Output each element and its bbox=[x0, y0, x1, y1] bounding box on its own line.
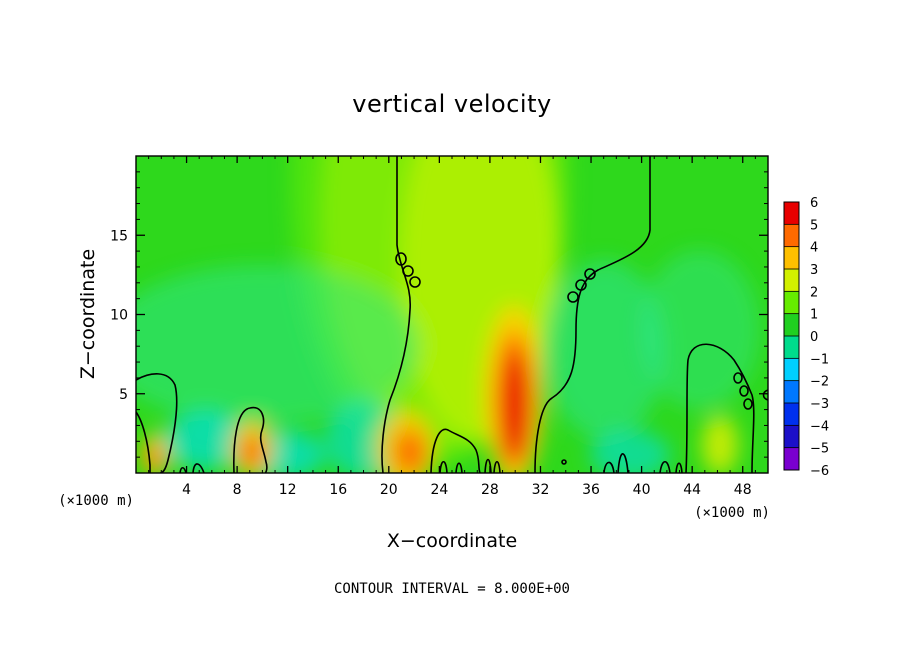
x-tick-label: 12 bbox=[279, 482, 297, 498]
contour-line bbox=[739, 385, 749, 397]
y-tick-label: 15 bbox=[110, 228, 128, 244]
colorbar-segment bbox=[784, 425, 799, 448]
colorbar-segment bbox=[784, 269, 799, 292]
x-tick-label: 48 bbox=[734, 482, 752, 498]
contour-interval-note: CONTOUR INTERVAL = 8.000E+00 bbox=[334, 581, 570, 597]
contour-line bbox=[567, 291, 579, 303]
colorbar-segment bbox=[784, 246, 799, 269]
contour-line bbox=[409, 276, 421, 288]
shading-blob bbox=[136, 265, 420, 425]
colorbar-segment bbox=[784, 313, 799, 336]
colorbar-label: 5 bbox=[810, 218, 818, 233]
y-axis-label: Z−coordinate bbox=[77, 249, 99, 379]
contour-line bbox=[733, 372, 743, 384]
x-tick-label: 16 bbox=[329, 482, 347, 498]
shading-blob bbox=[240, 436, 264, 468]
shading-blob bbox=[702, 415, 738, 473]
shading-blob bbox=[502, 350, 528, 460]
x-tick-label: 44 bbox=[683, 482, 701, 498]
colorbar-segment bbox=[784, 358, 799, 381]
colorbar-label: −4 bbox=[810, 419, 829, 434]
colorbar-label: 1 bbox=[810, 308, 818, 323]
contour-line bbox=[136, 373, 178, 473]
x-tick-label: 4 bbox=[182, 482, 191, 498]
contour-line bbox=[136, 411, 151, 473]
colorbar-segment bbox=[784, 380, 799, 403]
contour-line bbox=[584, 268, 596, 280]
x-tick-label: 20 bbox=[380, 482, 398, 498]
colorbar-label: −2 bbox=[810, 375, 829, 390]
shading-blob bbox=[165, 410, 245, 470]
contour-line bbox=[685, 343, 755, 473]
y-tick-label: 5 bbox=[119, 387, 128, 403]
contour-line bbox=[561, 459, 567, 465]
colorbar-segment bbox=[784, 447, 799, 470]
shading-blob bbox=[545, 260, 665, 440]
shading-blob bbox=[640, 250, 760, 410]
contour-line bbox=[534, 156, 651, 473]
colorbar-label: 4 bbox=[810, 241, 818, 256]
x-tick-label: 36 bbox=[582, 482, 600, 498]
contour-line bbox=[762, 389, 768, 401]
contour-line bbox=[430, 428, 481, 473]
contour-line bbox=[233, 406, 268, 473]
colorbar-label: −3 bbox=[810, 397, 829, 412]
colorbar-label: 2 bbox=[810, 285, 818, 300]
x-tick-label: 40 bbox=[633, 482, 651, 498]
colorbar-label: −5 bbox=[810, 442, 829, 457]
colorbar-segment bbox=[784, 336, 799, 359]
x-unit-label-right: (×1000 m) bbox=[694, 505, 770, 521]
shading-blob bbox=[147, 446, 163, 470]
x-tick-label: 8 bbox=[233, 482, 242, 498]
colorbar-segment bbox=[784, 291, 799, 314]
x-tick-label: 24 bbox=[430, 482, 448, 498]
contour-line bbox=[179, 453, 683, 473]
shading-blob bbox=[394, 430, 426, 473]
contour-line bbox=[395, 252, 407, 266]
colorbar-label: −1 bbox=[810, 352, 829, 367]
colorbar-label: −6 bbox=[810, 464, 829, 479]
x-axis-label: X−coordinate bbox=[387, 530, 517, 552]
y-tick-label: 10 bbox=[110, 308, 128, 324]
contour-line bbox=[743, 398, 753, 410]
colorbar-segment bbox=[784, 403, 799, 426]
chart-title: vertical velocity bbox=[352, 90, 551, 118]
colorbar-label: 0 bbox=[810, 330, 818, 345]
colorbar-label: 6 bbox=[810, 196, 818, 211]
x-tick-label: 32 bbox=[532, 482, 550, 498]
contour-line bbox=[402, 265, 414, 277]
contour-line bbox=[575, 279, 587, 291]
x-unit-label-left: (×1000 m) bbox=[58, 493, 134, 509]
x-tick-label: 28 bbox=[481, 482, 499, 498]
colorbar-segment bbox=[784, 224, 799, 247]
colorbar-segment bbox=[784, 202, 799, 225]
colorbar-label: 3 bbox=[810, 263, 818, 278]
